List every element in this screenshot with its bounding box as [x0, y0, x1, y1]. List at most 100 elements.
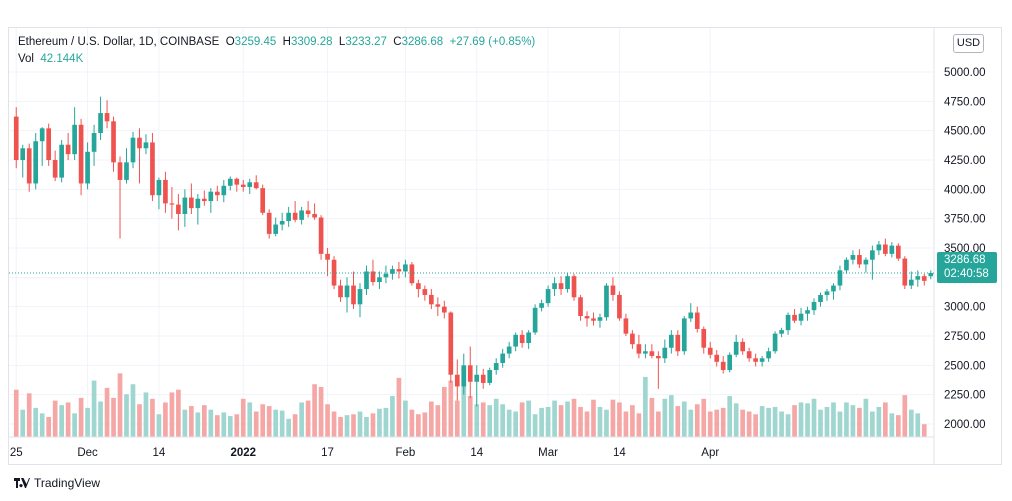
candle-body	[377, 277, 382, 283]
x-tick-label: Dec	[77, 447, 98, 459]
candle	[72, 107, 77, 160]
candle	[928, 270, 934, 280]
volume-bar	[234, 414, 240, 437]
candle-body	[26, 148, 32, 184]
candle	[221, 179, 227, 203]
candle	[857, 249, 862, 268]
candle	[396, 262, 402, 279]
candle	[597, 313, 603, 328]
volume-bar	[565, 401, 570, 437]
volume-bar	[630, 405, 635, 437]
candle	[279, 212, 285, 231]
candle	[500, 348, 506, 368]
volume-bar	[227, 416, 233, 437]
candle	[163, 171, 168, 213]
currency-button[interactable]: USD	[953, 34, 984, 53]
volume-bar	[221, 412, 227, 437]
candle	[720, 355, 726, 374]
volume-bar	[727, 396, 733, 437]
candle-body	[273, 224, 279, 234]
candle-countdown: 02:40:58	[944, 267, 989, 280]
volume-bar	[150, 398, 155, 437]
candle-body	[792, 314, 797, 321]
candle-body	[506, 346, 512, 354]
candle	[46, 123, 52, 166]
candle-body	[889, 245, 895, 254]
candle-body	[584, 316, 590, 319]
candle-body	[818, 294, 823, 302]
candle	[208, 188, 214, 213]
candle	[318, 215, 324, 260]
volume-bar	[519, 402, 525, 437]
volume-bar	[409, 409, 415, 437]
symbol-label: Ethereum / U.S. Dollar, 1D, COINBASE	[18, 36, 220, 48]
high-label: H	[282, 36, 291, 48]
candle	[156, 177, 162, 210]
candle	[668, 330, 674, 354]
x-tick-label: Mar	[538, 447, 558, 459]
candle	[260, 184, 266, 216]
tradingview-logo[interactable]: TradingView	[14, 476, 100, 490]
volume-bar	[169, 392, 175, 437]
x-tick-label: Feb	[395, 447, 415, 459]
candle-body	[130, 137, 136, 163]
candle-body	[253, 182, 259, 189]
candle-body	[539, 303, 544, 308]
candle	[558, 276, 564, 295]
candle	[253, 175, 259, 190]
candle-body	[124, 162, 129, 180]
candle	[915, 270, 921, 287]
candle	[441, 300, 447, 319]
volume-bar	[403, 400, 408, 437]
candle-body	[189, 197, 194, 209]
candle-body	[844, 259, 849, 271]
x-tick-label: Apr	[701, 447, 719, 459]
volume-bar	[688, 409, 694, 437]
volume-bar	[617, 402, 622, 437]
candle-body	[688, 312, 694, 319]
candle-body	[396, 269, 402, 272]
volume-bar	[597, 406, 603, 437]
low-value: 3233.27	[345, 36, 387, 48]
candle-body	[150, 142, 155, 196]
volume-bar	[474, 404, 480, 437]
x-tick-label: 14	[153, 447, 166, 459]
candle	[299, 206, 304, 225]
volume-bar	[182, 409, 188, 437]
candle-body	[591, 318, 596, 321]
volume-bar	[798, 402, 804, 437]
candle	[733, 334, 739, 358]
candle-body	[240, 184, 246, 187]
candle-body	[13, 116, 19, 160]
candle	[351, 271, 356, 310]
volume-bar	[740, 409, 746, 437]
volume-bar	[214, 415, 220, 437]
candle-body	[98, 113, 103, 134]
volume-bar	[156, 414, 162, 437]
candle	[33, 133, 39, 190]
candle-body	[902, 258, 908, 286]
candle-body	[338, 285, 343, 298]
volume-bar	[746, 411, 752, 437]
volume-bar	[584, 411, 590, 437]
volume-bar	[526, 400, 531, 437]
volume-bar	[480, 402, 486, 437]
volume-bar	[915, 413, 921, 437]
candle	[844, 257, 849, 274]
candle	[331, 256, 337, 290]
candle-body	[65, 144, 71, 155]
candle-body	[117, 162, 123, 180]
candle	[565, 272, 570, 293]
volume-bar	[454, 400, 460, 437]
candle-body	[454, 374, 460, 387]
candle-body	[870, 250, 875, 260]
candle	[519, 330, 525, 348]
candle	[130, 131, 136, 169]
candle-body	[500, 353, 506, 363]
candle	[117, 156, 123, 239]
candle-body	[908, 279, 914, 286]
candle-body	[266, 212, 272, 234]
candle-body	[344, 285, 350, 298]
candle	[454, 359, 460, 401]
